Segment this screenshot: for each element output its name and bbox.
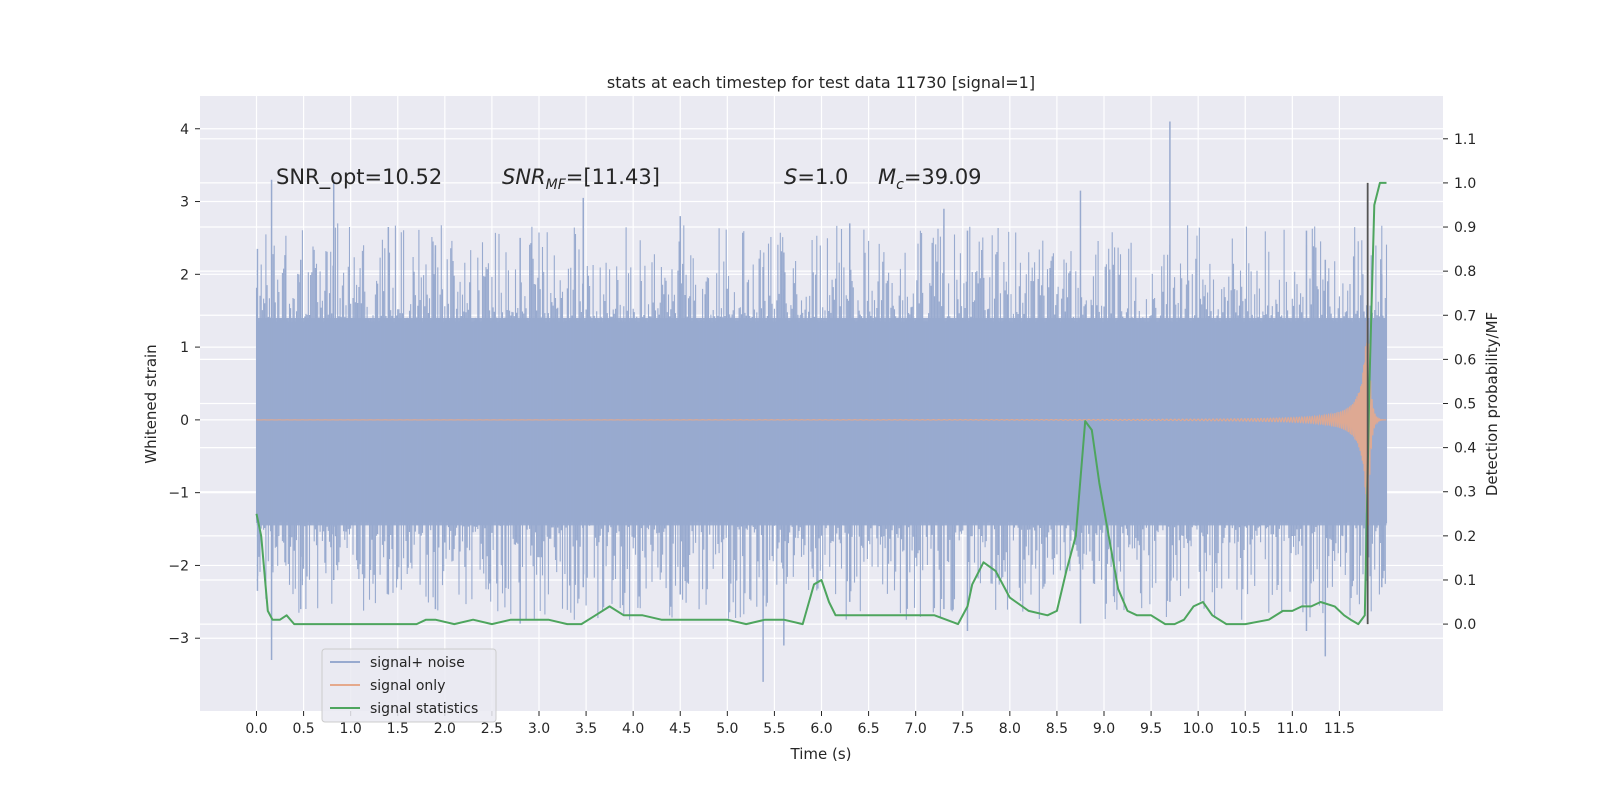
y-tick-label-right: 0.6 xyxy=(1454,352,1476,368)
x-tick-label: 6.0 xyxy=(810,721,832,737)
legend-label-stats: signal statistics xyxy=(370,701,478,717)
annotation-snr-mf-main: SNR xyxy=(502,165,546,189)
annotation-mc-sub: c xyxy=(896,177,904,193)
x-tick-label: 11.5 xyxy=(1324,721,1355,737)
annotation-mc: Mc=39.09 xyxy=(878,165,982,193)
y-tick-label-left: 0 xyxy=(180,413,189,429)
annotation-s: S=1.0 xyxy=(784,165,848,189)
y-ticks-left: 4 3 2 1 0 −1 −2 −3 xyxy=(168,122,200,647)
x-tick-label: 8.0 xyxy=(999,721,1021,737)
y-tick-label-left: −2 xyxy=(168,558,189,574)
y-tick-label-right: 0.9 xyxy=(1454,220,1476,236)
x-ticks: 0.0 0.5 1.0 1.5 2.0 2.5 3.0 3.5 4.0 4.5 5.0 5.5 6.0 6… xyxy=(245,711,1355,737)
y-tick-label-right: 0.2 xyxy=(1454,529,1476,545)
series-signal-statistics xyxy=(255,181,1387,626)
x-tick-label: 7.5 xyxy=(952,721,974,737)
x-tick-label: 3.5 xyxy=(575,721,597,737)
annotation-snr-mf: SNRMF=[11.43] xyxy=(502,165,660,193)
y-tick-label-right: 1.1 xyxy=(1454,132,1476,148)
x-tick-label: 5.5 xyxy=(763,721,785,737)
x-tick-label: 10.0 xyxy=(1183,721,1214,737)
legend: signal+ noise signal only signal statist… xyxy=(321,648,497,723)
series-signal-only xyxy=(256,274,1387,534)
signal-statistics-line xyxy=(255,181,1387,626)
x-tick-label: 2.5 xyxy=(481,721,503,737)
annotation-snr-mf-sub: MF xyxy=(546,177,567,193)
annotation-mc-main: M xyxy=(878,165,896,189)
y-tick-label-left: −1 xyxy=(168,486,189,502)
annotation-s-main: S xyxy=(784,165,797,189)
legend-label-noise: signal+ noise xyxy=(370,655,465,671)
annotation-snr-opt: SNR_opt=10.52 xyxy=(276,165,442,190)
x-tick-label: 8.5 xyxy=(1046,721,1068,737)
y-tick-label-right: 0.5 xyxy=(1454,397,1476,413)
legend-box xyxy=(321,648,497,723)
y-tick-label-right: 0.4 xyxy=(1454,441,1476,457)
x-tick-label: 0.5 xyxy=(292,721,314,737)
x-tick-label: 9.0 xyxy=(1093,721,1115,737)
x-tick-label: 0.0 xyxy=(245,721,267,737)
x-tick-label: 4.5 xyxy=(669,721,691,737)
y-ticks-right: 1.1 1.0 0.9 0.8 0.7 0.6 0.5 0.4 0.3 0.2 0.1 0.0 xyxy=(1443,132,1476,633)
x-tick-label: 10.5 xyxy=(1230,721,1261,737)
y-axis-label-left: Whitened strain xyxy=(142,344,160,463)
x-tick-label: 4.0 xyxy=(622,721,644,737)
y-tick-label-left: −3 xyxy=(168,631,189,647)
x-tick-label: 11.0 xyxy=(1277,721,1308,737)
y-tick-label-left: 2 xyxy=(180,267,189,283)
y-tick-label-left: 3 xyxy=(180,195,189,211)
y-tick-label-right: 0.1 xyxy=(1454,573,1476,589)
y-axis-label-right: Detection probability/MF xyxy=(1483,312,1501,496)
legend-label-signal: signal only xyxy=(370,678,445,694)
chart-title: stats at each timestep for test data 117… xyxy=(607,73,1035,92)
y-tick-label-right: 1.0 xyxy=(1454,176,1476,192)
annotation-s-value: =1.0 xyxy=(797,165,848,189)
x-tick-label: 2.0 xyxy=(434,721,456,737)
annotation-snr-mf-value: =[11.43] xyxy=(566,165,660,189)
x-tick-label: 7.0 xyxy=(905,721,927,737)
series-signal-noise xyxy=(255,121,1388,682)
y-tick-label-right: 0.3 xyxy=(1454,485,1476,501)
x-tick-label: 1.5 xyxy=(387,721,409,737)
x-tick-label: 1.0 xyxy=(340,721,362,737)
y-tick-label-right: 0.7 xyxy=(1454,308,1476,324)
x-tick-label: 5.0 xyxy=(716,721,738,737)
annotation-mc-value: =39.09 xyxy=(904,165,982,189)
y-tick-label-left: 1 xyxy=(180,340,189,356)
y-tick-label-right: 0.8 xyxy=(1454,264,1476,280)
x-axis-label: Time (s) xyxy=(790,745,852,763)
y-tick-label-right: 0.0 xyxy=(1454,617,1476,633)
x-tick-label: 6.5 xyxy=(857,721,879,737)
x-tick-label: 3.0 xyxy=(528,721,550,737)
x-tick-label: 9.5 xyxy=(1140,721,1162,737)
y-tick-label-left: 4 xyxy=(180,122,189,138)
signal-only-line xyxy=(256,274,1387,534)
noise-trace xyxy=(255,223,1388,620)
